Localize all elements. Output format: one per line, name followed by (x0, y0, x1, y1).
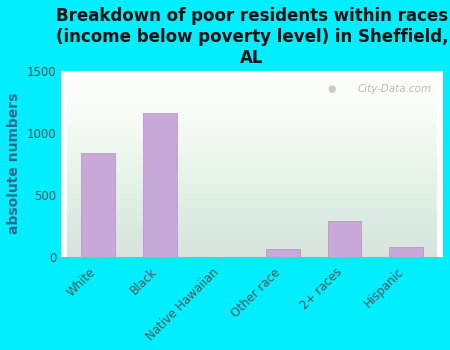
Bar (143, 113, 176, 257)
Text: City-Data.com: City-Data.com (357, 84, 432, 94)
Bar (328, 221, 361, 257)
Bar (81, 153, 115, 257)
Bar (266, 248, 300, 257)
Bar (389, 247, 423, 257)
Text: ●: ● (328, 84, 336, 94)
Y-axis label: absolute numbers: absolute numbers (7, 93, 21, 234)
Title: Breakdown of poor residents within races
(income below poverty level) in Sheffie: Breakdown of poor residents within races… (56, 7, 448, 66)
